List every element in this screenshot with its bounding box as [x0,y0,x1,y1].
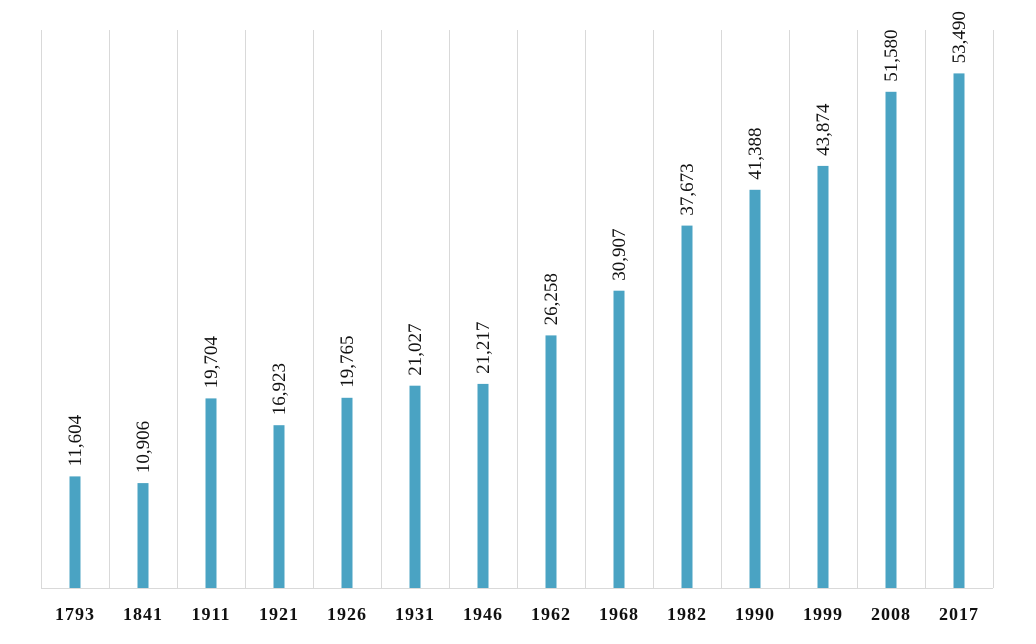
grid-layer [41,30,994,589]
x-tick-label-1921: 1921 [259,604,299,624]
data-label-layer: 11,604 10,906 19,704 16,923 19,765 21,027 21,2… [65,11,970,473]
data-label-2017: 53,490 [949,11,970,63]
data-label-1911: 19,704 [201,336,222,389]
x-tick-label-1926: 1926 [327,604,367,624]
x-tick-label-1962: 1962 [531,604,571,624]
bar-1946 [477,383,489,588]
bar-1926 [341,397,353,588]
data-label-1931: 21,027 [405,323,426,375]
bar-1793 [69,476,81,588]
x-tick-label-1999: 1999 [803,604,843,624]
x-tick-label-2008: 2008 [871,604,911,624]
bar-1982 [681,225,693,588]
data-label-1999: 43,874 [813,103,834,156]
x-tick-label-1968: 1968 [599,604,639,624]
data-label-1946: 21,217 [473,322,494,374]
x-axis-tick-layer: 1793 1841 1911 1921 1926 1931 1946 1962 1968 1982… [55,604,979,624]
bar-1968 [613,290,625,588]
data-label-2008: 51,580 [881,30,902,82]
x-tick-label-2017: 2017 [939,604,979,624]
bar-2017 [953,73,965,588]
data-label-1926: 19,765 [337,336,358,388]
x-tick-label-1911: 1911 [191,604,230,624]
bar-2008 [885,91,897,589]
bar-1962 [545,335,557,588]
x-tick-label-1931: 1931 [395,604,435,624]
data-label-1962: 26,258 [541,273,562,325]
bar-1921 [273,425,285,588]
data-label-1968: 30,907 [609,228,630,280]
bar-layer [69,73,965,589]
x-tick-label-1841: 1841 [123,604,163,624]
data-label-1841: 10,906 [133,421,154,473]
data-label-1990: 41,388 [745,128,766,180]
bar-1841 [137,483,149,588]
bar-1999 [817,165,829,588]
x-tick-label-1982: 1982 [667,604,707,624]
x-tick-label-1990: 1990 [735,604,775,624]
bar-1911 [205,398,217,588]
data-label-1921: 16,923 [269,363,290,415]
data-label-1793: 11,604 [65,414,86,466]
x-tick-label-1793: 1793 [55,604,95,624]
bar-1990 [749,189,761,589]
data-label-1982: 37,673 [677,163,698,215]
x-tick-label-1946: 1946 [463,604,503,624]
bar-1931 [409,385,421,588]
